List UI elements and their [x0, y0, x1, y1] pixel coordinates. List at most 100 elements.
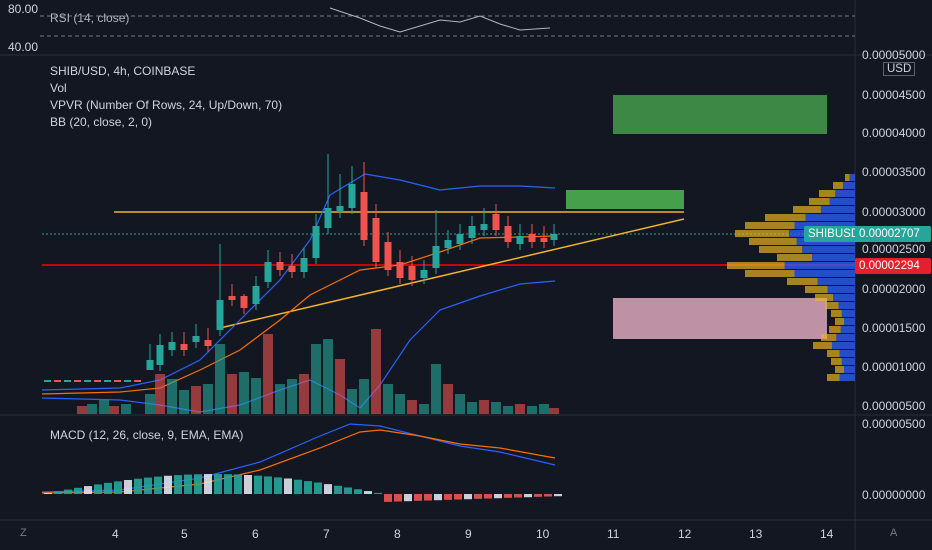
candle-body: [408, 266, 416, 280]
volume-bar: [179, 390, 189, 414]
currency-button[interactable]: USD: [883, 62, 916, 76]
vpvr-up-bar: [820, 206, 855, 213]
vpvr-up-bar: [784, 262, 855, 269]
macd-y-label-1: 0.00000000: [862, 488, 926, 502]
vpvr-up-bar: [802, 246, 855, 253]
macd-histogram-bar: [324, 484, 332, 494]
line-price-badge: 0.00002294: [855, 258, 931, 274]
vpvr-down-bar: [777, 254, 813, 261]
volume-bar: [155, 374, 165, 414]
candle-body: [444, 240, 452, 248]
vpvr-up-bar: [836, 334, 855, 341]
indicator-vol[interactable]: Vol: [50, 81, 67, 95]
vpvr-down-bar: [749, 238, 797, 245]
macd-histogram-bar: [94, 484, 102, 494]
vpvr-down-bar: [827, 350, 840, 357]
rsi-line: [329, 7, 551, 33]
macd-histogram-bar: [214, 474, 222, 494]
macd-label[interactable]: MACD (12, 26, close, 9, EMA, EMA): [50, 428, 244, 442]
macd-histogram-bar: [114, 481, 122, 494]
volume-bar: [539, 404, 549, 414]
volume-bar: [215, 344, 225, 414]
macd-histogram-bar: [204, 474, 212, 494]
volume-bar: [121, 404, 131, 414]
vpvr-down-bar: [727, 262, 785, 269]
vpvr-down-bar: [827, 374, 840, 381]
candle-body: [168, 342, 176, 350]
auto-scale-left-button[interactable]: Z: [20, 527, 27, 539]
price-label-9: 0.00000500: [862, 399, 926, 413]
candle-body: [528, 234, 536, 242]
macd-histogram-bar: [364, 491, 372, 494]
candle-body: [432, 246, 440, 268]
candle-body: [54, 380, 61, 382]
candle-body: [134, 380, 141, 382]
macd-histogram-bar: [414, 494, 422, 501]
macd-histogram-bar: [554, 494, 562, 497]
vpvr-down-bar: [787, 278, 818, 285]
macd-histogram-bar: [144, 477, 152, 494]
volume-bar: [549, 408, 559, 414]
candle-body: [372, 218, 380, 262]
macd-histogram-bar: [464, 494, 472, 500]
time-tick-label: 6: [252, 527, 259, 541]
volume-bar: [87, 404, 97, 414]
auto-scale-button[interactable]: A: [890, 527, 898, 539]
symbol-title[interactable]: SHIB/USD, 4h, COINBASE: [50, 64, 196, 78]
candle-body: [264, 262, 272, 282]
vpvr-up-bar: [805, 214, 855, 221]
macd-histogram-bar: [394, 494, 402, 502]
bb-upper: [41, 173, 556, 391]
vpvr-down-bar: [793, 206, 821, 213]
vpvr-up-bar: [817, 278, 855, 285]
price-label-0: 0.00005000: [862, 48, 926, 62]
volume-bar: [479, 400, 489, 414]
vpvr-down-bar: [835, 318, 844, 325]
vpvr-up-bar: [840, 326, 855, 333]
vpvr-up-bar: [794, 270, 855, 277]
volume-bar: [251, 378, 261, 414]
rsi-label: RSI (14, close): [50, 11, 130, 25]
volume-bar: [203, 384, 213, 414]
indicator-vpvr[interactable]: VPVR (Number Of Rows, 24, Up/Down, 70): [50, 98, 283, 112]
time-tick-label: 14: [820, 527, 834, 541]
macd-histogram-bar: [494, 494, 502, 499]
candle-body: [288, 266, 296, 272]
vpvr-down-bar: [809, 198, 830, 205]
candle-body: [204, 340, 212, 346]
candle-body: [104, 380, 111, 382]
candle-body: [300, 258, 308, 272]
candle-body: [146, 360, 154, 370]
vpvr-down-bar: [825, 302, 839, 309]
macd-histogram-bar: [344, 487, 352, 494]
volume-bar: [359, 379, 369, 414]
candle-body: [516, 236, 524, 244]
vpvr-up-bar: [794, 222, 855, 229]
candle-body: [94, 380, 101, 382]
candle-body: [44, 380, 51, 382]
macd-histogram-bar: [154, 476, 162, 494]
macd-histogram-bar: [524, 494, 532, 498]
candle-body: [240, 296, 248, 308]
indicator-bb[interactable]: BB (20, close, 2, 0): [50, 115, 153, 129]
candle-body: [180, 344, 188, 350]
volume-bar: [419, 404, 429, 414]
candle-body: [480, 224, 488, 230]
macd-histogram-bar: [424, 494, 432, 501]
vpvr-up-bar: [841, 310, 855, 317]
candle-body: [156, 345, 164, 365]
volume-bar: [467, 402, 477, 414]
volume-bar: [239, 372, 249, 414]
volume-bar: [455, 394, 465, 414]
macd-histogram-bar: [164, 475, 172, 494]
vpvr-down-bar: [735, 230, 789, 237]
volume-bar: [99, 400, 109, 414]
rsi-legend: RSI (14, close): [50, 10, 129, 27]
signal-line: [41, 429, 556, 494]
time-tick-label: 13: [749, 527, 763, 541]
vpvr-down-bar: [833, 182, 843, 189]
macd-histogram-bar: [314, 482, 322, 494]
vpvr-down-bar: [815, 294, 833, 301]
candle-body: [124, 380, 131, 382]
